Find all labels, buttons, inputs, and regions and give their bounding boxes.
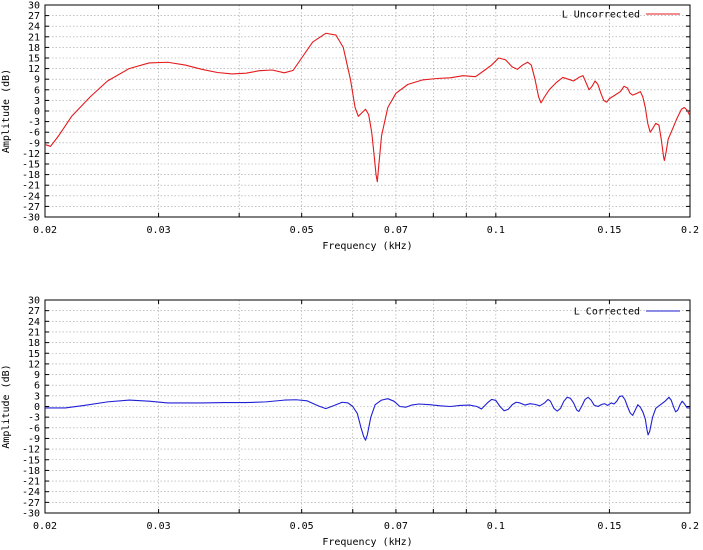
x-tick-label: 0.1 [487, 225, 505, 236]
plot-frame [44, 4, 691, 218]
y-tick-label: 21 [28, 32, 40, 43]
y-tick-label: 30 [28, 1, 40, 12]
x-tick-label: 0.2 [681, 225, 699, 236]
y-tick-label: -21 [22, 477, 40, 488]
y-tick-label: -30 [22, 509, 40, 520]
y-tick-label: 18 [28, 338, 40, 349]
x-tick-label: 0.1 [487, 521, 505, 532]
y-axis-title: Amplitude (dB) [1, 69, 12, 153]
y-tick-label: -24 [22, 191, 40, 202]
y-tick-label: -30 [22, 213, 40, 224]
y-tick-label: 0 [34, 107, 40, 118]
x-tick-label: 0.05 [290, 225, 314, 236]
x-axis-title: Frequency (kHz) [322, 241, 412, 252]
y-tick-label: 9 [34, 370, 40, 381]
y-tick-label: 6 [34, 381, 40, 392]
y-tick-label: 3 [34, 391, 40, 402]
x-tick-label: 0.2 [681, 521, 699, 532]
y-tick-label: -3 [28, 117, 40, 128]
y-tick-label: 27 [28, 306, 40, 317]
y-tick-label: -18 [22, 170, 40, 181]
y-tick-label: -12 [22, 149, 40, 160]
chart-panel-2: 302724211815129630-3-6-9-12-15-18-21-24-… [1, 296, 699, 549]
legend-label: L Corrected [574, 307, 640, 318]
legend: L Uncorrected [562, 10, 680, 21]
y-tick-label: -9 [28, 138, 40, 149]
x-tick-label: 0.15 [597, 225, 621, 236]
y-tick-label: 12 [28, 64, 40, 75]
legend: L Corrected [574, 307, 680, 318]
y-tick-label: -24 [22, 487, 40, 498]
y-tick-label: -3 [28, 413, 40, 424]
y-tick-label: 9 [34, 75, 40, 86]
x-tick-label: 0.02 [33, 225, 57, 236]
y-tick-label: 3 [34, 96, 40, 107]
y-tick-label: 15 [28, 349, 40, 360]
y-tick-label: -15 [22, 160, 40, 171]
y-axis-title: Amplitude (dB) [1, 364, 12, 448]
x-axis-title: Frequency (kHz) [322, 537, 412, 548]
y-tick-label: 6 [34, 85, 40, 96]
y-tick-label: -6 [28, 423, 40, 434]
plot-frame [44, 299, 691, 514]
y-tick-label: 15 [28, 54, 40, 65]
y-tick-label: 0 [34, 402, 40, 413]
y-tick-label: -27 [22, 498, 40, 509]
y-tick-label: -21 [22, 181, 40, 192]
y-tick-label: 27 [28, 11, 40, 22]
y-tick-label: 30 [28, 296, 40, 307]
series-line-1 [45, 395, 690, 441]
legend-label: L Uncorrected [562, 10, 640, 21]
y-tick-label: -27 [22, 202, 40, 213]
x-tick-label: 0.07 [384, 521, 408, 532]
y-tick-label: 12 [28, 359, 40, 370]
chart-panel-1: 302724211815129630-3-6-9-12-15-18-21-24-… [1, 1, 699, 253]
x-tick-label: 0.15 [597, 521, 621, 532]
y-tick-label: -9 [28, 434, 40, 445]
x-tick-label: 0.02 [33, 521, 57, 532]
x-tick-label: 0.05 [290, 521, 314, 532]
x-tick-label: 0.03 [147, 225, 171, 236]
y-tick-label: -18 [22, 466, 40, 477]
y-tick-label: -15 [22, 455, 40, 466]
series-line-1 [45, 32, 690, 183]
y-tick-label: 24 [28, 317, 40, 328]
y-tick-label: 21 [28, 327, 40, 338]
y-tick-label: -12 [22, 445, 40, 456]
x-tick-label: 0.03 [147, 521, 171, 532]
y-tick-label: 18 [28, 43, 40, 54]
x-tick-label: 0.07 [384, 225, 408, 236]
y-tick-label: 24 [28, 22, 40, 33]
y-tick-label: -6 [28, 128, 40, 139]
